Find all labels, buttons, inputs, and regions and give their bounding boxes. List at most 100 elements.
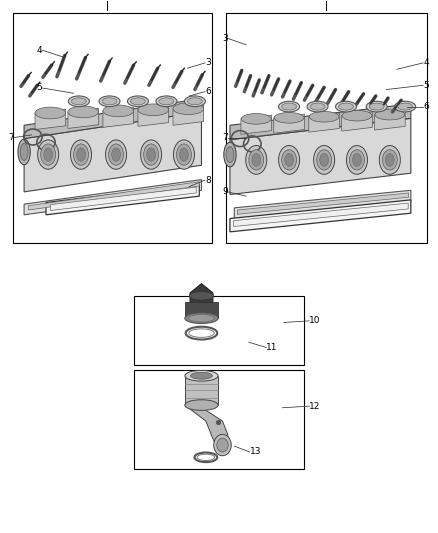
Polygon shape bbox=[138, 106, 169, 126]
Text: 12: 12 bbox=[309, 402, 321, 410]
Ellipse shape bbox=[249, 150, 264, 170]
Ellipse shape bbox=[375, 109, 405, 120]
Polygon shape bbox=[185, 376, 218, 405]
Ellipse shape bbox=[185, 313, 218, 324]
Ellipse shape bbox=[336, 101, 357, 112]
Ellipse shape bbox=[314, 146, 335, 174]
Polygon shape bbox=[50, 187, 196, 211]
Ellipse shape bbox=[369, 103, 384, 110]
Ellipse shape bbox=[188, 314, 215, 322]
Ellipse shape bbox=[279, 146, 300, 174]
Ellipse shape bbox=[191, 373, 212, 379]
Ellipse shape bbox=[159, 98, 174, 104]
Polygon shape bbox=[173, 105, 204, 125]
Ellipse shape bbox=[131, 98, 145, 104]
Ellipse shape bbox=[379, 146, 400, 174]
Polygon shape bbox=[24, 99, 201, 139]
Text: 10: 10 bbox=[309, 317, 321, 325]
Ellipse shape bbox=[307, 101, 328, 112]
Text: 6: 6 bbox=[423, 102, 429, 111]
Ellipse shape bbox=[282, 103, 297, 110]
Ellipse shape bbox=[339, 103, 353, 110]
Ellipse shape bbox=[127, 96, 148, 107]
Ellipse shape bbox=[106, 140, 127, 169]
Polygon shape bbox=[185, 302, 218, 318]
Ellipse shape bbox=[190, 292, 214, 300]
Bar bbox=[226, 13, 427, 243]
Polygon shape bbox=[230, 118, 411, 195]
Ellipse shape bbox=[317, 150, 332, 170]
Ellipse shape bbox=[382, 150, 397, 170]
Text: 11: 11 bbox=[266, 343, 278, 352]
Polygon shape bbox=[374, 111, 405, 130]
Ellipse shape bbox=[109, 144, 124, 165]
Polygon shape bbox=[103, 107, 134, 127]
Ellipse shape bbox=[274, 112, 304, 123]
Ellipse shape bbox=[350, 150, 364, 170]
Polygon shape bbox=[24, 112, 201, 192]
Polygon shape bbox=[46, 184, 199, 215]
Ellipse shape bbox=[185, 370, 218, 381]
Polygon shape bbox=[309, 113, 339, 132]
Ellipse shape bbox=[385, 154, 394, 166]
Ellipse shape bbox=[177, 144, 191, 165]
Ellipse shape bbox=[138, 104, 169, 116]
Polygon shape bbox=[190, 284, 213, 321]
Ellipse shape bbox=[246, 146, 267, 174]
Ellipse shape bbox=[144, 144, 159, 165]
Polygon shape bbox=[68, 108, 99, 128]
Ellipse shape bbox=[366, 101, 387, 112]
Text: 13: 13 bbox=[250, 448, 261, 456]
Ellipse shape bbox=[77, 148, 85, 161]
Ellipse shape bbox=[226, 147, 234, 163]
Ellipse shape bbox=[173, 103, 204, 115]
Ellipse shape bbox=[342, 110, 372, 121]
Ellipse shape bbox=[279, 101, 300, 112]
Text: 5: 5 bbox=[423, 81, 429, 90]
Ellipse shape bbox=[35, 107, 66, 119]
Ellipse shape bbox=[44, 148, 53, 161]
Ellipse shape bbox=[99, 96, 120, 107]
Ellipse shape bbox=[71, 98, 86, 104]
Ellipse shape bbox=[285, 154, 293, 166]
Ellipse shape bbox=[217, 438, 228, 452]
Ellipse shape bbox=[102, 98, 117, 104]
Ellipse shape bbox=[173, 140, 194, 169]
Ellipse shape bbox=[156, 96, 177, 107]
Text: 7: 7 bbox=[222, 133, 228, 142]
Ellipse shape bbox=[309, 111, 339, 122]
Ellipse shape bbox=[241, 114, 271, 124]
Polygon shape bbox=[24, 180, 201, 215]
Polygon shape bbox=[35, 109, 66, 130]
Ellipse shape bbox=[41, 144, 56, 165]
Ellipse shape bbox=[282, 150, 297, 170]
Ellipse shape bbox=[141, 140, 162, 169]
Polygon shape bbox=[28, 182, 199, 210]
Ellipse shape bbox=[310, 103, 325, 110]
Polygon shape bbox=[230, 104, 411, 140]
Ellipse shape bbox=[184, 96, 205, 107]
Polygon shape bbox=[234, 190, 411, 219]
Text: 5: 5 bbox=[36, 84, 42, 92]
Ellipse shape bbox=[398, 103, 413, 110]
Polygon shape bbox=[185, 405, 228, 448]
Ellipse shape bbox=[185, 400, 218, 410]
Ellipse shape bbox=[187, 98, 202, 104]
Ellipse shape bbox=[395, 101, 416, 112]
Ellipse shape bbox=[74, 144, 88, 165]
Ellipse shape bbox=[112, 148, 120, 161]
Polygon shape bbox=[230, 200, 411, 232]
Ellipse shape bbox=[38, 140, 59, 169]
Ellipse shape bbox=[346, 146, 367, 174]
Text: 7: 7 bbox=[9, 133, 14, 142]
Polygon shape bbox=[342, 112, 372, 131]
Ellipse shape bbox=[252, 154, 261, 166]
Ellipse shape bbox=[180, 148, 188, 161]
Ellipse shape bbox=[214, 434, 231, 456]
Ellipse shape bbox=[18, 139, 30, 165]
Ellipse shape bbox=[353, 154, 361, 166]
Bar bbox=[134, 370, 304, 469]
Text: 4: 4 bbox=[36, 46, 42, 54]
Polygon shape bbox=[237, 193, 409, 214]
Text: 6: 6 bbox=[205, 87, 211, 96]
